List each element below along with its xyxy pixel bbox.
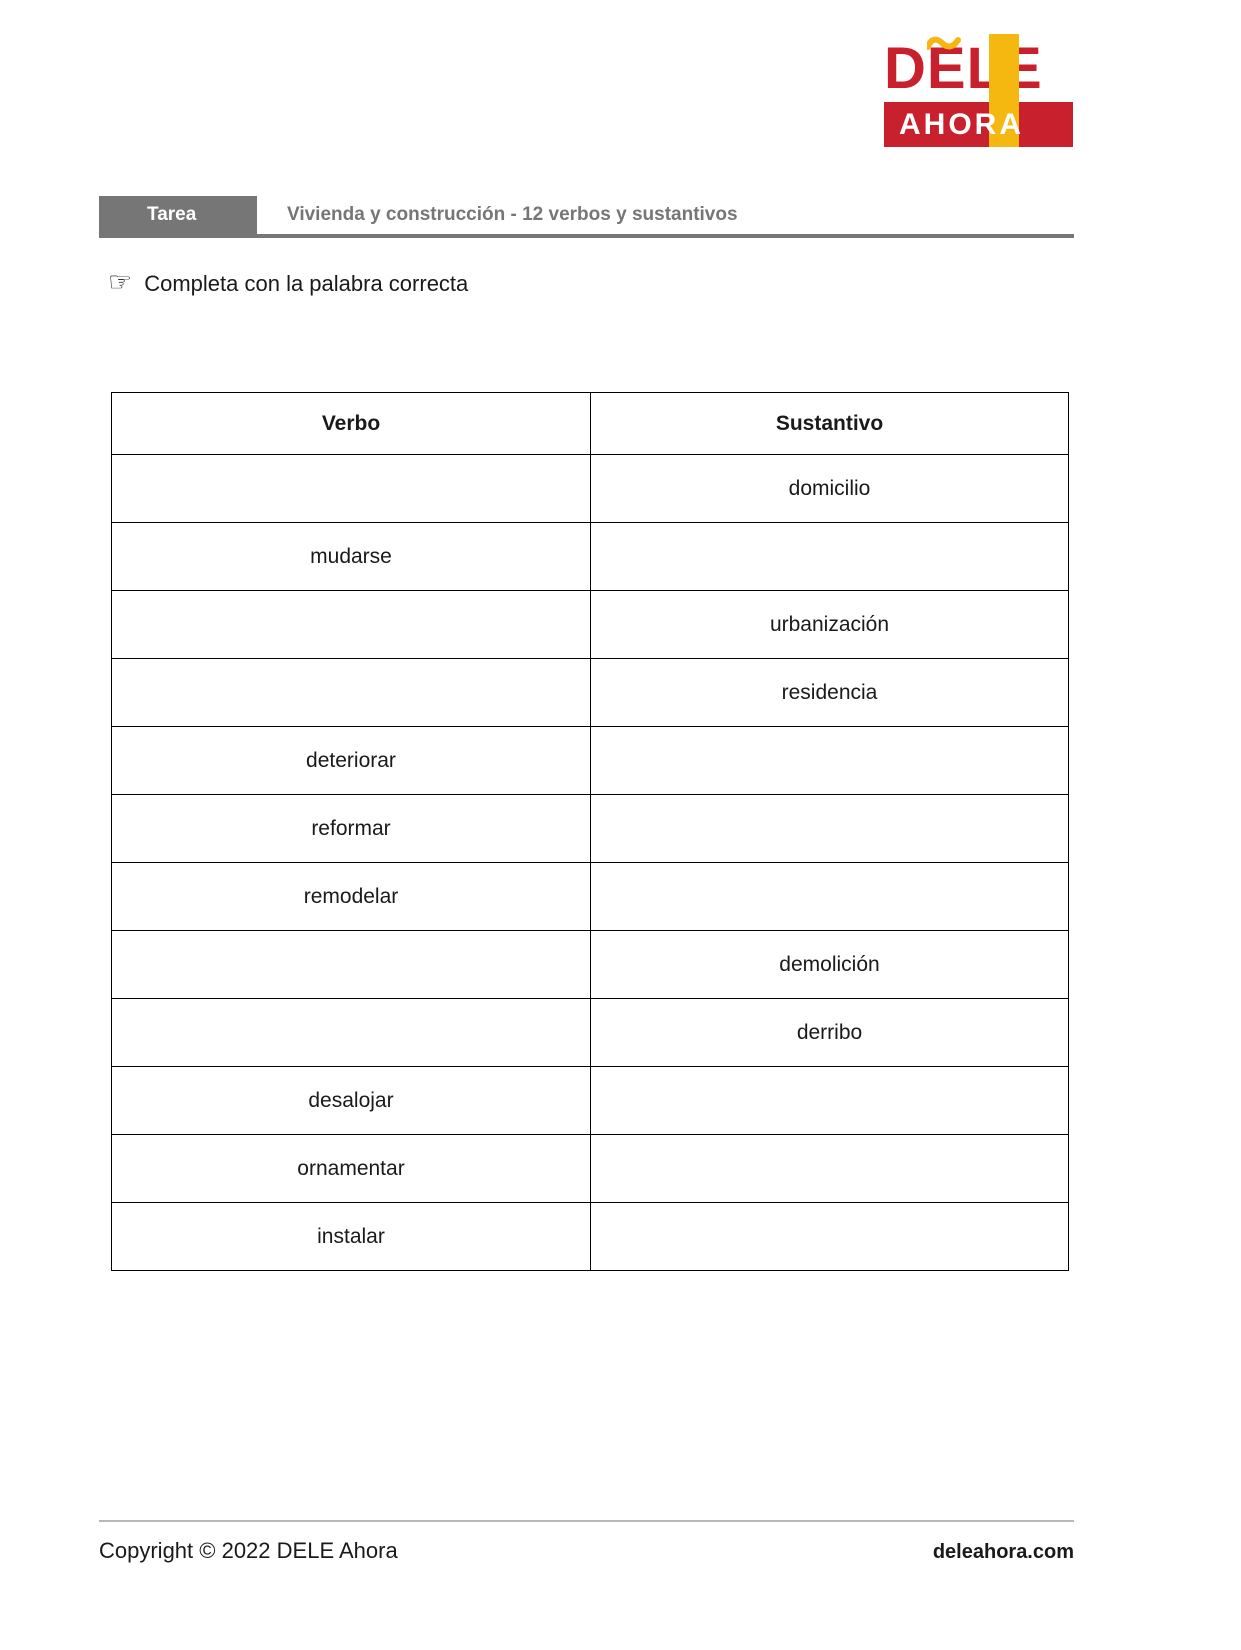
table-row: reformar: [111, 794, 1069, 863]
verb-cell[interactable]: reformar: [111, 794, 591, 863]
verb-cell[interactable]: remodelar: [111, 862, 591, 931]
verb-cell[interactable]: ornamentar: [111, 1134, 591, 1203]
page-footer: Copyright © 2022 DELE Ahora deleahora.co…: [99, 1520, 1074, 1564]
verb-cell[interactable]: [111, 930, 591, 999]
table-row: residencia: [111, 658, 1069, 727]
noun-cell[interactable]: domicilio: [590, 454, 1069, 523]
table-body: domicilio mudarse urbanización residenci…: [111, 454, 1069, 1271]
brand-logo: DELE AHORA: [873, 22, 1073, 147]
noun-cell[interactable]: [590, 1134, 1069, 1203]
table-row: urbanización: [111, 590, 1069, 659]
noun-cell[interactable]: [590, 1202, 1069, 1271]
logo-subtitle: AHORA: [899, 108, 1024, 141]
table-header-row: Verbo Sustantivo: [111, 392, 1069, 455]
verb-cell[interactable]: instalar: [111, 1202, 591, 1271]
noun-cell[interactable]: [590, 1066, 1069, 1135]
copyright-text: Copyright © 2022 DELE Ahora: [99, 1538, 398, 1563]
verb-cell[interactable]: [111, 454, 591, 523]
verb-cell[interactable]: [111, 658, 591, 727]
table-row: demolición: [111, 930, 1069, 999]
column-header-verbo: Verbo: [111, 392, 591, 455]
noun-cell[interactable]: demolición: [590, 930, 1069, 999]
column-header-sustantivo: Sustantivo: [590, 392, 1069, 455]
table-row: instalar: [111, 1202, 1069, 1271]
logo-yellow-bar: [989, 34, 1019, 147]
logo-red-block: [1012, 102, 1073, 147]
noun-cell[interactable]: [590, 522, 1069, 591]
noun-cell[interactable]: urbanización: [590, 590, 1069, 659]
table-row: desalojar: [111, 1066, 1069, 1135]
page-title: Vivienda y construcción - 12 verbos y su…: [287, 204, 738, 225]
table-row: domicilio: [111, 454, 1069, 523]
noun-cell[interactable]: [590, 726, 1069, 795]
website-link[interactable]: deleahora.com: [932, 1541, 1074, 1563]
verb-cell[interactable]: desalojar: [111, 1066, 591, 1135]
verb-cell[interactable]: mudarse: [111, 522, 591, 591]
table-row: ornamentar: [111, 1134, 1069, 1203]
pointing-hand-icon: ☞: [108, 267, 133, 297]
noun-cell[interactable]: [590, 862, 1069, 931]
verb-cell[interactable]: [111, 998, 591, 1067]
noun-cell[interactable]: derribo: [590, 998, 1069, 1067]
task-header: Tarea Vivienda y construcción - 12 verbo…: [99, 196, 1074, 238]
instruction-text: Completa con la palabra correcta: [144, 270, 469, 296]
verb-cell[interactable]: deteriorar: [111, 726, 591, 795]
table-row: deteriorar: [111, 726, 1069, 795]
noun-cell[interactable]: [590, 794, 1069, 863]
tilde-icon: [927, 36, 961, 50]
verb-noun-table: Verbo Sustantivo domicilio mudarse urban…: [111, 392, 1069, 1271]
table-row: mudarse: [111, 522, 1069, 591]
verb-cell[interactable]: [111, 590, 591, 659]
noun-cell[interactable]: residencia: [590, 658, 1069, 727]
task-badge: Tarea: [99, 196, 257, 234]
table-row: derribo: [111, 998, 1069, 1067]
table-row: remodelar: [111, 862, 1069, 931]
instruction-row: ☞ Completa con la palabra correcta: [108, 267, 469, 297]
